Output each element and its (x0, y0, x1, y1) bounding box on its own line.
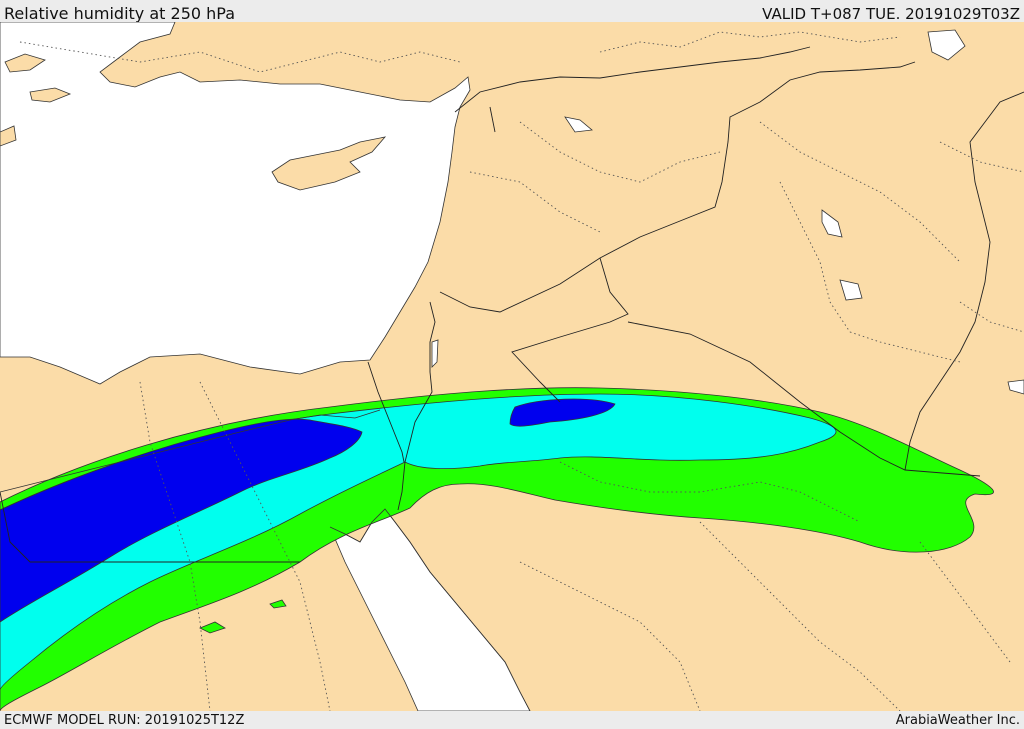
mediterranean-sea (0, 22, 471, 385)
coastline-egypt (0, 409, 381, 493)
lake-razzaza (839, 279, 863, 301)
header-bar (0, 0, 1024, 22)
humidity-blue-band (0, 418, 363, 623)
humidity-green-blob-2 (269, 599, 287, 609)
coastline-sinai (329, 508, 531, 711)
humidity-green-blob-1 (199, 621, 226, 634)
persian-gulf-tip (1007, 379, 1024, 395)
dead-sea (431, 339, 439, 368)
humidity-map (0, 22, 1024, 711)
lake-assad (564, 116, 593, 133)
footer-bar (0, 711, 1024, 729)
lake-van (927, 29, 966, 61)
humidity-blue-blob (509, 398, 616, 427)
valid-time: VALID T+087 TUE. 20191029T03Z (762, 5, 1020, 23)
province-borders (19, 31, 1024, 711)
cyprus (271, 136, 387, 191)
country-borders (0, 46, 1024, 563)
lake-tharthar (821, 209, 843, 238)
map-title: Relative humidity at 250 hPa (4, 4, 236, 23)
aegean-islands (0, 53, 72, 147)
credit-label: ArabiaWeather Inc. (895, 713, 1020, 728)
model-run-label: ECMWF MODEL RUN: 20191025T12Z (4, 713, 245, 728)
